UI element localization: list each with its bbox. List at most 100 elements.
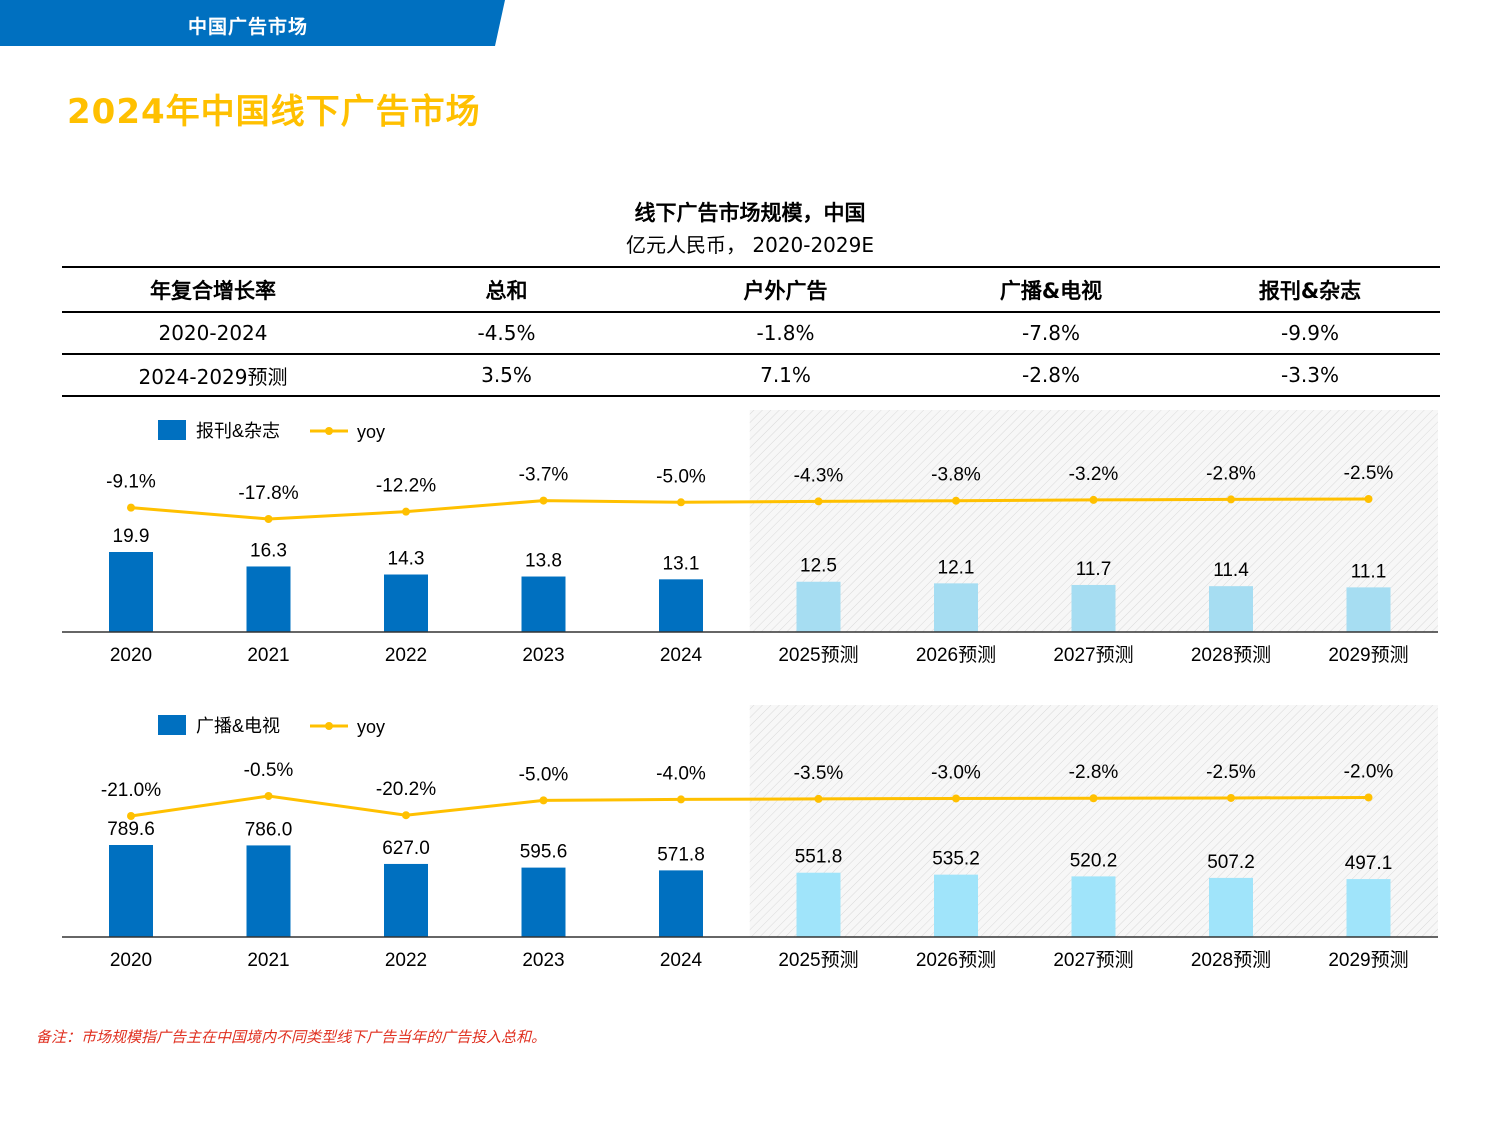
legend-bar-swatch (158, 715, 186, 735)
x-tick-label: 2026预测 (916, 949, 996, 971)
legend-line-label: yoy (357, 717, 385, 737)
yoy-value-label: -2.0% (1344, 761, 1394, 782)
x-tick-label: 2025预测 (778, 949, 858, 971)
table-cell: -4.5% (364, 312, 649, 355)
bar (109, 552, 153, 632)
table-cell: 2020-2024 (62, 312, 364, 355)
yoy-value-label: -3.8% (931, 465, 981, 486)
bar-value-label: 595.6 (520, 842, 568, 863)
yoy-value-label: -3.7% (519, 465, 569, 486)
table-cell: -9.9% (1180, 312, 1440, 355)
x-tick-label: 2026预测 (916, 644, 996, 666)
yoy-value-label: -5.0% (656, 466, 706, 487)
bar (521, 576, 566, 632)
yoy-value-label: -2.8% (1206, 463, 1256, 484)
bar-value-label: 11.1 (1351, 561, 1387, 582)
x-tick-label: 2024 (660, 645, 703, 666)
chart-title: 线下广告市场规模，中国 (634, 201, 866, 225)
yoy-point (1227, 495, 1235, 504)
section-tab-shape (0, 0, 505, 46)
yoy-point (539, 496, 548, 505)
yoy-value-label: -3.5% (794, 763, 844, 784)
legend-bar-swatch (158, 420, 186, 440)
chart-subtitle: 亿元人民币， 2020-2029E (625, 233, 874, 257)
print-magazine-chart: 报刊&杂志 yoy 19.9 16.3 14.3 13.8 13.1 12.5 12.1 11.7… (62, 410, 1438, 666)
legend-bar-label: 广播&电视 (196, 716, 280, 736)
x-tick-label: 2022 (385, 950, 427, 971)
x-tick-label: 2024 (660, 950, 703, 971)
footnote: 备注：市场规模指广告主在中国境内不同类型线下广告当年的广告投入总和。 (36, 1028, 547, 1046)
cagr-header-row: 年复合增长率 总和 户外广告 广播&电视 报刊&杂志 (62, 266, 1440, 313)
bar (384, 574, 428, 632)
bar-value-label: 786.0 (245, 819, 293, 840)
yoy-value-label: -4.3% (794, 465, 844, 486)
bar-value-label: 12.5 (800, 556, 837, 577)
x-tick-label: 2027预测 (1053, 644, 1133, 666)
section-tab: 中国广告市场 (0, 0, 505, 46)
bar (1346, 587, 1391, 632)
cagr-header-cell: 户外广告 (649, 266, 922, 313)
bar-value-label: 16.3 (250, 540, 287, 561)
yoy-value-label: -17.8% (238, 483, 298, 504)
x-tick-label: 2023 (522, 950, 564, 971)
bar-value-label: 627.0 (382, 838, 430, 859)
yoy-point (952, 496, 960, 505)
x-tick-label: 2023 (522, 645, 564, 666)
yoy-point (127, 812, 135, 820)
bar (109, 845, 153, 937)
table-cell: -3.3% (1180, 354, 1440, 397)
bar-value-label: 13.8 (525, 551, 562, 572)
bar-value-label: 19.9 (113, 526, 150, 547)
table-cell: -7.8% (922, 312, 1180, 355)
broadcast-tv-chart: 广播&电视 yoy 789.6 786.0 627.0 595.6 571.8 551.8 53… (62, 705, 1438, 971)
yoy-point (677, 795, 685, 804)
yoy-value-label: -0.5% (244, 760, 294, 781)
x-tick-label: 2028预测 (1191, 644, 1271, 666)
yoy-value-label: -2.5% (1344, 463, 1394, 484)
x-tick-label: 2025预测 (778, 644, 858, 666)
bar-value-label: 11.4 (1213, 560, 1249, 581)
bar-value-label: 551.8 (795, 847, 843, 868)
bar-value-label: 520.2 (1070, 850, 1118, 871)
bar-value-label: 13.1 (663, 553, 700, 574)
bar (384, 863, 428, 937)
yoy-value-label: -5.0% (519, 764, 569, 785)
bar-value-label: 507.2 (1207, 852, 1255, 873)
x-tick-label: 2021 (247, 645, 289, 666)
table-row: 2020-2024 -4.5% -1.8% -7.8% -9.9% (62, 312, 1440, 355)
table-cell: 3.5% (364, 354, 649, 397)
bar (1209, 586, 1253, 632)
yoy-value-label: -20.2% (376, 779, 436, 800)
yoy-value-label: -3.2% (1069, 464, 1119, 485)
bar (1346, 879, 1391, 937)
yoy-point (539, 796, 548, 805)
page-title: 2024年中国线下广告市场 (67, 92, 481, 132)
bar-value-label: 14.3 (388, 549, 425, 570)
table-cell: 7.1% (649, 354, 922, 397)
yoy-point (1364, 495, 1373, 503)
cagr-header-cell: 报刊&杂志 (1180, 266, 1440, 313)
bar-value-label: 12.1 (938, 557, 975, 578)
legend-line-label: yoy (357, 422, 385, 442)
bar-value-label: 497.1 (1345, 853, 1393, 874)
x-tick-label: 2028预测 (1191, 949, 1271, 971)
yoy-value-label: -9.1% (106, 472, 156, 493)
yoy-value-label: -2.8% (1069, 762, 1119, 783)
x-tick-label: 2020 (110, 950, 152, 971)
yoy-point (677, 498, 685, 507)
x-tick-label: 2020 (110, 645, 152, 666)
cagr-table: 年复合增长率 总和 户外广告 广播&电视 报刊&杂志 2020-2024 -4.… (62, 266, 1440, 397)
bar (659, 579, 703, 632)
yoy-point (1089, 794, 1098, 803)
x-tick-label: 2029预测 (1328, 949, 1408, 971)
yoy-point (1227, 793, 1235, 802)
bar (934, 874, 978, 937)
yoy-point (952, 794, 960, 803)
table-cell: -2.8% (922, 354, 1180, 397)
x-tick-label: 2022 (385, 645, 427, 666)
bar (1071, 584, 1116, 632)
x-tick-label: 2029预测 (1328, 644, 1408, 666)
yoy-value-label: -3.0% (931, 762, 981, 783)
bar (246, 566, 291, 632)
bar (796, 581, 841, 632)
